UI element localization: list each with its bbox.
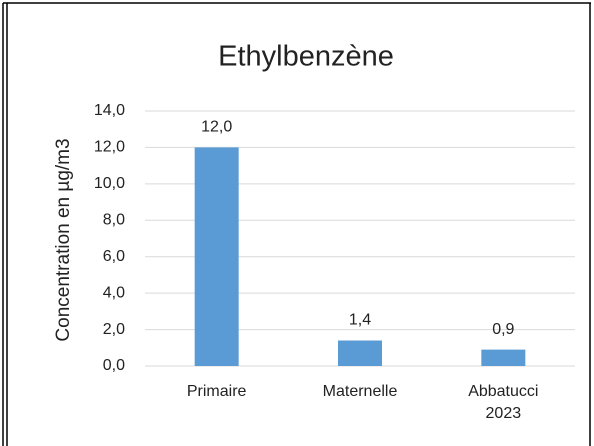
y-tick-label: 12,0 (94, 139, 125, 156)
bar (481, 349, 526, 366)
data-label: 12,0 (201, 119, 232, 136)
y-axis-label: Concentration en µg/m3 (53, 138, 74, 341)
x-tick-label: Maternelle (322, 383, 398, 400)
data-label: 0,9 (492, 321, 514, 338)
bar (194, 147, 239, 366)
bar (338, 340, 382, 366)
x-tick-label: Primaire (186, 383, 247, 400)
y-tick-label: 6,0 (103, 248, 125, 265)
y-tick-label: 14,0 (94, 102, 125, 119)
y-tick-label: 4,0 (103, 284, 125, 301)
y-tick-label: 0,0 (103, 357, 125, 374)
data-label: 1,4 (349, 312, 371, 329)
y-tick-label: 10,0 (94, 175, 125, 192)
chart-title: Ethylbenzène (218, 41, 394, 73)
y-tick-label: 2,0 (103, 321, 125, 338)
y-tick-label: 8,0 (103, 212, 125, 229)
x-tick-label: Abbatucci 2023 (468, 383, 539, 422)
